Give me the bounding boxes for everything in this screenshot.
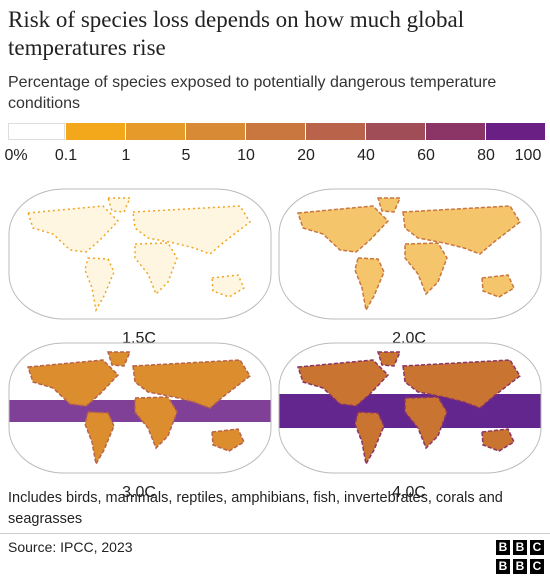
land bbox=[404, 396, 448, 450]
land bbox=[296, 359, 390, 407]
legend-swatch bbox=[366, 123, 425, 140]
legend-swatch bbox=[126, 123, 185, 140]
legend-swatch bbox=[66, 123, 125, 140]
land bbox=[354, 411, 385, 467]
land bbox=[84, 411, 115, 467]
map-label: 4.0C bbox=[392, 484, 426, 501]
land bbox=[106, 197, 132, 213]
divider bbox=[0, 533, 550, 534]
map bbox=[8, 188, 272, 320]
legend-label: 10 bbox=[237, 147, 255, 164]
land bbox=[26, 359, 120, 407]
land bbox=[404, 242, 448, 296]
legend-label: 0.1 bbox=[54, 147, 78, 164]
legend-label: 60 bbox=[417, 147, 435, 164]
land bbox=[481, 274, 515, 298]
land bbox=[296, 205, 390, 253]
legend-swatch bbox=[486, 123, 545, 140]
legend-label: 40 bbox=[357, 147, 375, 164]
source: Source: IPCC, 2023 bbox=[8, 539, 133, 555]
map bbox=[278, 188, 542, 320]
map bbox=[8, 342, 272, 474]
map-body bbox=[279, 189, 541, 319]
legend-swatch bbox=[306, 123, 365, 140]
legend-label: 5 bbox=[181, 147, 191, 164]
land bbox=[481, 428, 515, 452]
logo-letter: B bbox=[513, 540, 527, 555]
map bbox=[278, 342, 542, 474]
subtitle: Percentage of species exposed to potenti… bbox=[8, 74, 497, 112]
legend-label: 100 bbox=[514, 147, 542, 164]
land bbox=[402, 205, 521, 255]
legend-label: 80 bbox=[477, 147, 495, 164]
land bbox=[106, 351, 132, 367]
legend-swatch bbox=[426, 123, 485, 140]
logo-letter: B bbox=[513, 559, 527, 574]
legend-swatch bbox=[246, 123, 305, 140]
land bbox=[402, 359, 521, 409]
map-outline bbox=[8, 188, 272, 320]
land bbox=[84, 257, 115, 313]
legend-swatch bbox=[8, 123, 65, 140]
land bbox=[211, 274, 245, 298]
land bbox=[132, 359, 251, 409]
map-body bbox=[9, 343, 271, 473]
land bbox=[134, 396, 178, 450]
logo-letter: B bbox=[496, 540, 510, 555]
map-outline bbox=[8, 342, 272, 474]
map-body bbox=[9, 189, 271, 319]
legend-swatch bbox=[186, 123, 245, 140]
legend-label: 1 bbox=[121, 147, 131, 164]
legend-label: 20 bbox=[297, 147, 315, 164]
logo-letter: C bbox=[530, 540, 544, 555]
note: Includes birds, mammals, reptiles, amphi… bbox=[8, 490, 503, 527]
land bbox=[26, 205, 120, 253]
legend-label: 0% bbox=[4, 147, 28, 164]
land bbox=[134, 242, 178, 296]
map-body bbox=[279, 343, 541, 473]
land bbox=[354, 257, 385, 313]
map-label: 3.0C bbox=[122, 484, 156, 501]
land bbox=[211, 428, 245, 452]
land bbox=[376, 351, 402, 367]
land bbox=[376, 197, 402, 213]
map-outline bbox=[278, 188, 542, 320]
legend: 0% 0.1 1 5 10 20 40 60 80 100 bbox=[4, 123, 545, 173]
map-outline bbox=[278, 342, 542, 474]
title: Risk of species loss depends on how much… bbox=[8, 7, 465, 60]
land bbox=[132, 205, 251, 255]
logo-letter: B bbox=[496, 559, 510, 574]
logo-letter: C bbox=[530, 559, 544, 574]
